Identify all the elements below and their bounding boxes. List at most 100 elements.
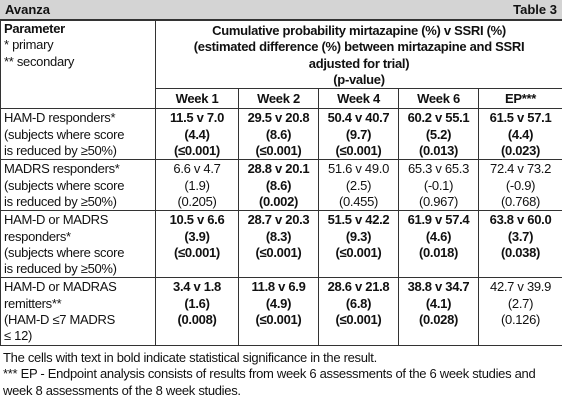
group-header-line: adjusted for trial): [308, 55, 410, 71]
cell-line: 65.3 v 65.3: [407, 161, 470, 177]
data-row: MADRS responders* (subjects where score is…: [0, 159, 562, 212]
data-row: HAM-D or MADRAS remitters** (HAM-D ≤7 MADR…: [0, 277, 562, 346]
group-header-line: (estimated difference (%) between mirtaz…: [193, 39, 525, 55]
footnote: *** EP - Endpoint analysis consists of r…: [3, 366, 536, 398]
column-header: Week 6: [398, 88, 479, 110]
cell-line: (0.038): [500, 244, 541, 260]
cell-line: 63.8 v 60.0: [489, 212, 552, 228]
row-label-line: (subjects where score: [4, 244, 125, 260]
footnotes: The cells with text in bold indicate sta…: [0, 346, 562, 400]
cell-line: (0.002): [258, 193, 299, 209]
parameter-header-line: Parameter: [4, 21, 65, 36]
cell-line: (0.205): [177, 193, 217, 209]
cell-line: (3.9): [184, 228, 210, 244]
cell-line: 28.7 v 20.3: [247, 212, 310, 228]
data-cell: 63.8 v 60.0 (3.7) (0.038): [477, 210, 562, 279]
cell-line: 28.8 v 20.1: [247, 161, 310, 177]
cell-line: (4.4): [507, 126, 534, 142]
cell-line: 3.4 v 1.8: [173, 279, 221, 295]
column-header: Week 1: [155, 88, 239, 110]
cell-line: 42.7 v 39.9: [490, 279, 552, 295]
cell-line: (≤0.001): [335, 244, 382, 260]
cell-line: 61.5 v 57.1: [489, 110, 552, 126]
data-cell: 50.4 v 40.7 (9.7) (≤0.001): [318, 108, 399, 161]
cell-line: (0.028): [418, 312, 459, 328]
cell-line: (0.967): [418, 193, 459, 209]
row-label: MADRS responders* (subjects where score is…: [0, 159, 156, 212]
parameter-header: Parameter * primary ** secondary: [0, 19, 156, 110]
data-cell: 10.5 v 6.6 (3.9) (≤0.001): [155, 210, 239, 279]
cell-line: 61.9 v 57.4: [407, 212, 470, 228]
header-row: Parameter * primary ** secondary Cumulative…: [0, 19, 562, 110]
cell-line: (≤0.001): [335, 143, 382, 159]
data-cell: 28.7 v 20.3 (8.3) (≤0.001): [238, 210, 319, 279]
cell-line: (3.7): [507, 228, 534, 244]
row-label-line: remitters**: [4, 295, 62, 311]
cell-line: (-0.9): [505, 177, 536, 193]
top-bar: Avanza Table 3: [0, 0, 562, 20]
cell-line: 50.4 v 40.7: [327, 110, 390, 126]
cell-line: (8.6): [265, 177, 292, 193]
cell-line: 29.5 v 20.8: [247, 110, 310, 126]
column-header: Week 4: [318, 88, 399, 110]
row-label-line: is reduced by ≥50%): [4, 193, 117, 209]
cell-line: 38.8 v 34.7: [407, 279, 470, 295]
row-label-line: HAM-D responders*: [4, 110, 116, 126]
cell-line: (1.9): [184, 177, 210, 193]
cell-line: (0.455): [338, 193, 379, 209]
data-row: HAM-D responders* (subjects where score is…: [0, 108, 562, 161]
column-header: Week 2: [238, 88, 319, 110]
row-label: HAM-D or MADRS responders* (subjects where…: [0, 210, 156, 279]
data-cell: 28.6 v 21.8 (6.8) (≤0.001): [318, 277, 399, 346]
table-number: Table 3: [513, 2, 557, 17]
cell-line: (≤0.001): [255, 244, 302, 260]
cell-line: (0.008): [177, 312, 217, 328]
cell-line: 72.4 v 73.2: [490, 161, 552, 177]
row-label-line: (HAM-D ≤7 MADRS: [4, 312, 115, 328]
data-cell: 72.4 v 73.2 (-0.9) (0.768): [477, 159, 562, 212]
cell-line: 11.5 v 7.0: [169, 110, 225, 126]
row-label-line: HAM-D or MADRS: [4, 212, 109, 228]
data-cell: 3.4 v 1.8 (1.6) (0.008): [155, 277, 239, 346]
row-label-line: HAM-D or MADRAS: [4, 279, 117, 295]
cell-line: (4.9): [265, 295, 292, 311]
row-label-line: ≤ 12): [4, 328, 33, 344]
cell-line: 60.2 v 55.1: [407, 110, 470, 126]
group-header-line: (p-value): [333, 71, 385, 87]
cell-line: (6.8): [345, 295, 372, 311]
cell-line: (≤0.001): [255, 312, 302, 328]
group-header-line: Cumulative probability mirtazapine (%) v…: [212, 23, 506, 38]
data-cell: 11.5 v 7.0 (4.4) (≤0.001): [155, 108, 239, 161]
cell-line: (9.7): [345, 126, 372, 142]
cell-line: 10.5 v 6.6: [169, 212, 225, 228]
row-label-line: responders*: [4, 228, 71, 244]
cell-line: (1.6): [184, 295, 210, 311]
data-cell: 42.7 v 39.9 (2.7) (0.126): [477, 277, 562, 346]
data-cell: 51.6 v 49.0 (2.5) (0.455): [318, 159, 399, 212]
column-header: EP***: [477, 88, 562, 110]
cell-line: 11.8 v 6.9: [251, 279, 306, 295]
cell-line: (≤0.001): [174, 244, 220, 260]
cell-line: (0.013): [418, 143, 459, 159]
row-label-line: is reduced by ≥50%): [4, 143, 117, 159]
cell-line: (0.768): [500, 193, 541, 209]
row-label: HAM-D responders* (subjects where score is…: [0, 108, 156, 161]
row-label-line: is reduced by ≥50%): [4, 261, 117, 277]
cell-line: 28.6 v 21.8: [327, 279, 390, 295]
data-cell: 6.6 v 4.7 (1.9) (0.205): [155, 159, 239, 212]
row-label: HAM-D or MADRAS remitters** (HAM-D ≤7 MADR…: [0, 277, 156, 346]
row-label-line: (subjects where score: [4, 126, 125, 142]
parameter-header-line: * primary: [4, 37, 54, 53]
results-table: Parameter * primary ** secondary Cumulative…: [0, 19, 562, 346]
cell-line: (2.5): [345, 177, 372, 193]
cell-line: (≤0.001): [255, 143, 302, 159]
data-cell: 28.8 v 20.1 (8.6) (0.002): [238, 159, 319, 212]
cell-line: (4.1): [425, 295, 452, 311]
data-cell: 65.3 v 65.3 (-0.1) (0.967): [398, 159, 479, 212]
data-cell: 38.8 v 34.7 (4.1) (0.028): [398, 277, 479, 346]
cell-line: (≤0.001): [335, 312, 382, 328]
cell-line: (4.6): [425, 228, 452, 244]
data-cell: 61.5 v 57.1 (4.4) (0.023): [477, 108, 562, 161]
cell-line: 51.5 v 42.2: [327, 212, 390, 228]
